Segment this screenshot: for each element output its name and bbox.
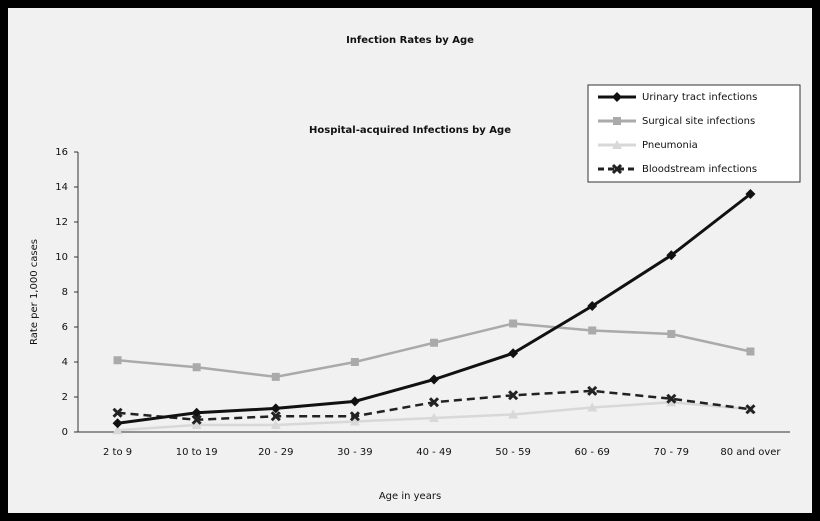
legend-marker xyxy=(613,117,621,125)
data-point xyxy=(588,326,597,335)
y-axis-label: Rate per 1,000 cases xyxy=(29,239,40,345)
y-tick-label: 8 xyxy=(62,287,68,298)
legend-label: Pneumonia xyxy=(642,140,698,151)
legend-label: Bloodstream infections xyxy=(642,164,757,175)
y-tick-label: 6 xyxy=(62,322,68,333)
data-point xyxy=(349,411,360,422)
data-point xyxy=(508,409,519,419)
y-tick-label: 10 xyxy=(55,252,68,263)
y-tick-label: 0 xyxy=(62,427,68,438)
data-point xyxy=(430,338,438,347)
y-tick-label: 16 xyxy=(55,147,68,158)
legend-box xyxy=(587,84,801,183)
data-point xyxy=(508,390,519,401)
x-tick-label: 10 to 19 xyxy=(176,447,218,458)
data-point xyxy=(191,414,202,425)
legend-label: Surgical site infections xyxy=(642,116,755,127)
data-point xyxy=(113,356,122,365)
x-tick-label: 30 - 39 xyxy=(337,447,372,458)
chart-title: Infection Rates by Age xyxy=(346,35,474,46)
data-point xyxy=(271,372,280,381)
data-point xyxy=(509,319,518,328)
data-point xyxy=(587,385,598,396)
data-point xyxy=(429,413,439,422)
y-tick-label: 12 xyxy=(55,217,68,228)
data-point xyxy=(429,374,439,385)
x-tick-label: 2 to 9 xyxy=(103,447,132,458)
data-point xyxy=(508,348,519,359)
chart-subtitle: Hospital-acquired Infections by Age xyxy=(309,125,511,136)
data-point xyxy=(745,404,756,415)
y-tick-label: 4 xyxy=(62,357,68,368)
x-tick-label: 50 - 59 xyxy=(495,447,530,458)
data-point xyxy=(112,407,123,418)
data-point xyxy=(112,425,123,435)
panel xyxy=(8,8,812,513)
x-tick-label: 70 - 79 xyxy=(654,447,689,458)
data-point xyxy=(270,403,281,414)
data-point xyxy=(428,397,440,408)
data-point xyxy=(745,189,756,199)
x-tick-label: 20 - 29 xyxy=(258,447,293,458)
legend-marker xyxy=(612,140,622,149)
data-point xyxy=(587,301,598,311)
legend-label: Urinary tract infections xyxy=(642,92,757,103)
y-tick-label: 2 xyxy=(62,392,68,403)
x-axis-label: Age in years xyxy=(379,491,441,502)
data-point xyxy=(112,418,123,429)
data-point xyxy=(270,411,281,422)
data-point xyxy=(270,420,281,429)
data-point xyxy=(666,250,677,261)
x-tick-label: 80 and over xyxy=(720,447,781,458)
x-tick-label: 60 - 69 xyxy=(575,447,610,458)
data-point xyxy=(666,397,677,407)
data-point xyxy=(349,396,360,407)
legend-marker xyxy=(612,92,622,102)
data-point xyxy=(746,347,755,356)
data-point xyxy=(350,358,359,366)
data-point xyxy=(349,416,360,426)
y-tick-label: 14 xyxy=(55,182,68,193)
data-point xyxy=(191,420,202,429)
data-point xyxy=(587,402,598,412)
data-point xyxy=(191,407,202,418)
data-point xyxy=(667,330,676,338)
x-tick-label: 40 - 49 xyxy=(416,447,451,458)
legend-marker xyxy=(611,163,623,175)
data-point xyxy=(666,393,677,404)
data-point xyxy=(192,363,201,372)
